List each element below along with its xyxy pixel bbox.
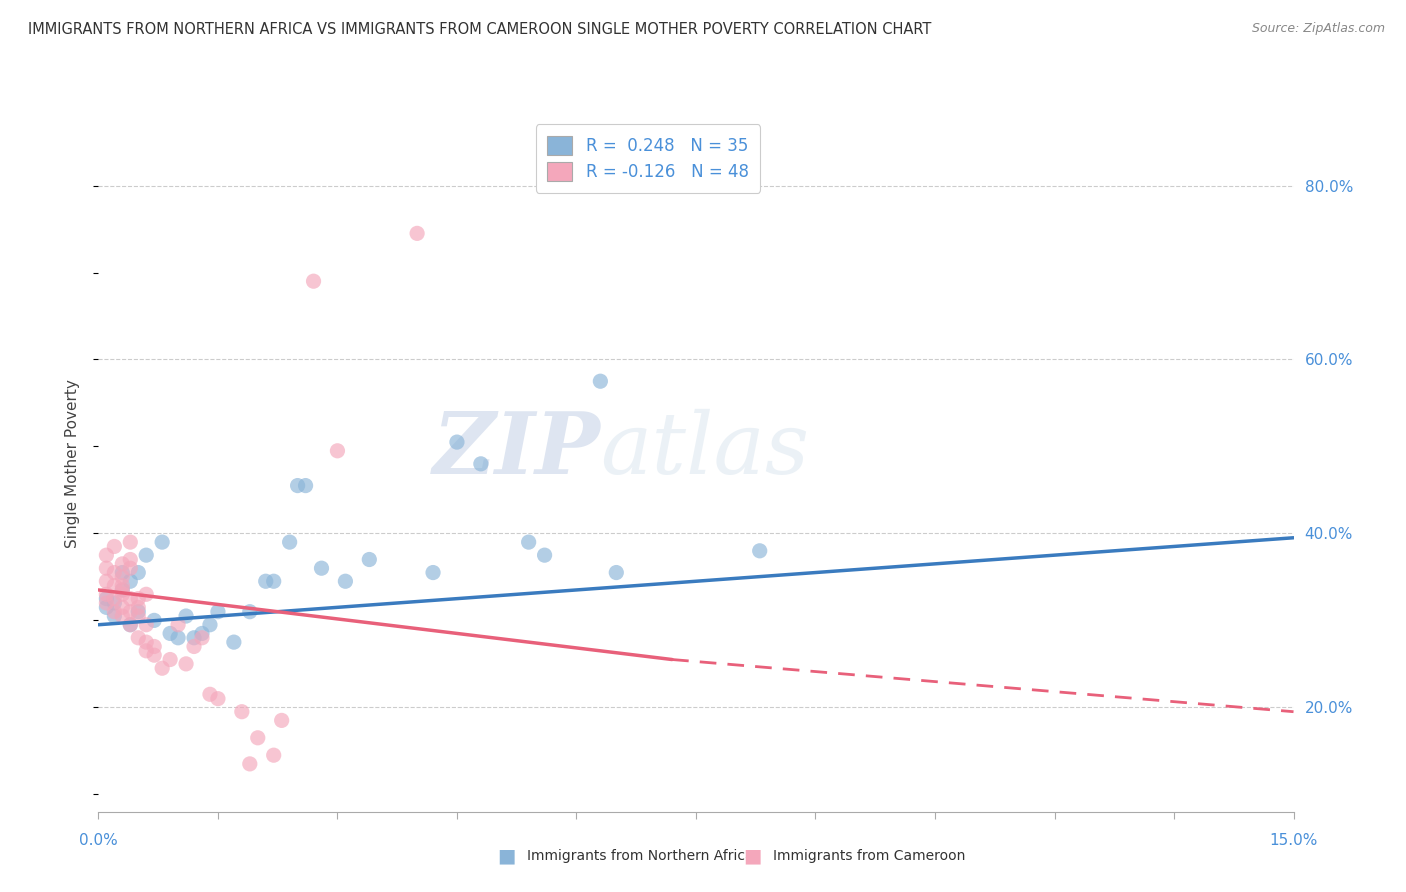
Point (111, 557, 134, 571)
Point (748, 543, 770, 558)
Text: atlas: atlas (600, 409, 810, 491)
Text: Immigrants from Northern Africa: Immigrants from Northern Africa (527, 849, 754, 863)
Point (246, 731, 269, 745)
Point (254, 574, 277, 589)
Point (120, 591, 142, 606)
Point (135, 635, 157, 649)
Point (174, 609, 197, 624)
Point (143, 648, 166, 662)
Point (120, 574, 142, 589)
Text: Immigrants from Cameroon: Immigrants from Cameroon (773, 849, 966, 863)
Point (287, 478, 309, 492)
Point (406, 227, 429, 241)
Point (207, 691, 229, 706)
Point (143, 640, 166, 654)
Point (270, 714, 292, 728)
Point (103, 596, 125, 610)
Point (239, 756, 262, 771)
Point (326, 443, 349, 458)
Point (127, 600, 149, 615)
Point (167, 617, 190, 632)
Point (198, 687, 221, 701)
Point (191, 626, 214, 640)
Point (422, 566, 444, 580)
Point (127, 605, 149, 619)
Point (103, 540, 125, 554)
Point (159, 626, 181, 640)
Point (167, 631, 190, 645)
Point (150, 661, 173, 675)
Point (111, 582, 134, 597)
Point (446, 435, 468, 450)
Point (111, 578, 134, 592)
Point (605, 566, 627, 580)
Point (198, 617, 221, 632)
Point (150, 535, 173, 549)
Point (111, 570, 134, 584)
Point (96, 548, 118, 562)
Point (335, 574, 357, 589)
Point (278, 535, 301, 549)
Point (311, 561, 333, 575)
Point (222, 635, 245, 649)
Point (135, 644, 157, 658)
Point (120, 605, 142, 619)
Point (120, 552, 142, 566)
Point (231, 705, 253, 719)
Point (96, 587, 118, 601)
Point (111, 587, 134, 601)
Point (120, 617, 142, 632)
Text: Source: ZipAtlas.com: Source: ZipAtlas.com (1251, 22, 1385, 36)
Point (135, 548, 157, 562)
Point (96, 596, 118, 610)
Text: ■: ■ (496, 847, 516, 866)
Point (111, 582, 134, 597)
Point (239, 605, 262, 619)
Point (135, 587, 157, 601)
Point (159, 652, 181, 666)
Point (183, 631, 205, 645)
Point (103, 609, 125, 624)
Point (517, 535, 540, 549)
Point (207, 605, 229, 619)
Text: ZIP: ZIP (433, 409, 600, 491)
Point (191, 631, 214, 645)
Point (103, 605, 125, 619)
Point (103, 578, 125, 592)
Point (127, 609, 149, 624)
Point (96, 574, 118, 589)
Point (533, 548, 555, 562)
Text: ■: ■ (742, 847, 762, 866)
Y-axis label: Single Mother Poverty: Single Mother Poverty (65, 379, 80, 549)
Point (127, 631, 149, 645)
Point (96, 600, 118, 615)
Point (135, 617, 157, 632)
Point (111, 600, 134, 615)
Point (96, 591, 118, 606)
Text: 0.0%: 0.0% (79, 833, 118, 848)
Point (111, 609, 134, 624)
Point (120, 535, 142, 549)
Point (263, 574, 285, 589)
Point (111, 566, 134, 580)
Point (127, 591, 149, 606)
Point (294, 478, 316, 492)
Point (359, 552, 381, 566)
Point (470, 457, 492, 471)
Text: 15.0%: 15.0% (1270, 833, 1317, 848)
Point (263, 748, 285, 763)
Point (183, 640, 205, 654)
Point (103, 591, 125, 606)
Text: IMMIGRANTS FROM NORTHERN AFRICA VS IMMIGRANTS FROM CAMEROON SINGLE MOTHER POVERT: IMMIGRANTS FROM NORTHERN AFRICA VS IMMIG… (28, 22, 932, 37)
Point (120, 617, 142, 632)
Point (302, 274, 325, 288)
Point (96, 561, 118, 575)
Point (103, 566, 125, 580)
Legend: R =  0.248   N = 35, R = -0.126   N = 48: R = 0.248 N = 35, R = -0.126 N = 48 (536, 124, 761, 193)
Point (174, 657, 197, 671)
Point (120, 561, 142, 575)
Point (127, 566, 149, 580)
Point (143, 614, 166, 628)
Point (589, 374, 612, 388)
